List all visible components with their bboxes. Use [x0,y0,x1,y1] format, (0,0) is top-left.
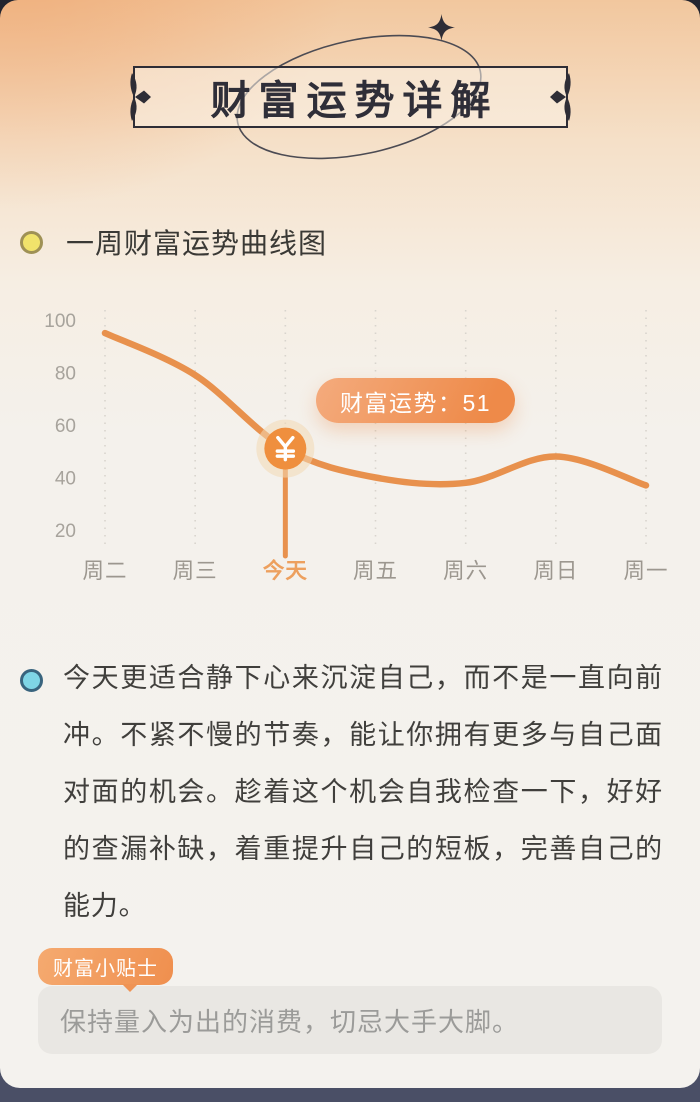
x-axis-tick-label: 今天 [263,558,308,583]
analysis-section: 今天更适合静下心来沉淀自己，而不是一直向前冲。不紧不慢的节奏，能让你拥有更多与自… [20,650,680,935]
x-axis-tick-label: 周一 [624,559,669,583]
x-axis-tick-label: 周五 [353,559,398,583]
bracket-ornament-left-icon [130,73,151,121]
chart-section-title: 一周财富运势曲线图 [66,228,328,259]
cyan-bullet-icon [20,669,43,692]
tip-tag-badge: 财富小贴士 [38,948,173,992]
x-axis-tick-label: 周六 [443,559,488,583]
yen-symbol-icon [275,435,296,462]
fortune-line [101,329,650,489]
bracket-ornament-right-icon [550,73,571,121]
chart-tooltip: 财富运势：51 [316,378,516,423]
x-axis-tick-label: 周日 [533,559,578,583]
chart-section-heading: 一周财富运势曲线图 [20,222,327,262]
chart-canvas[interactable]: 100 80 60 40 20 周二 周三 今天 周五 周六 周日 周一 [0,300,700,600]
tip-text: 保持量入为出的消费，切忌大手大脚。 [60,1006,520,1037]
x-axis-tick-label: 周二 [82,559,127,583]
y-axis-tick-label: 20 [55,521,76,542]
weekly-fortune-chart[interactable]: 100 80 60 40 20 周二 周三 今天 周五 周六 周日 周一 财富运势：51 [0,300,700,600]
y-axis-tick-label: 60 [55,416,76,437]
page-title: 财富运势详解 [210,77,499,124]
yellow-bullet-icon [20,230,43,254]
tip-box: 保持量入为出的消费，切忌大手大脚。 [38,986,662,1054]
y-axis-tick-label: 100 [44,311,76,332]
y-axis-tick-label: 40 [55,469,76,490]
analysis-text: 今天更适合静下心来沉淀自己，而不是一直向前冲。不紧不慢的节奏，能让你拥有更多与自… [63,663,663,921]
sparkle-icon [428,14,455,41]
y-axis-tick-label: 80 [55,364,76,385]
x-axis-tick-label: 周三 [173,559,218,583]
title-banner: 财富运势详解 [130,66,571,128]
